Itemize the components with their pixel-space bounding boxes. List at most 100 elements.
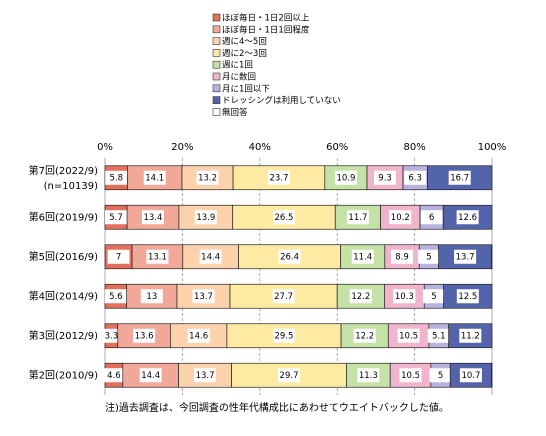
- legend-label: ほぼ毎日・1日1回程度: [222, 24, 310, 35]
- value-label-box: [459, 368, 482, 383]
- note: 注)過去調査は、今回調査の性年代構成比にあわせてウエイトバックした値。: [105, 401, 449, 414]
- value-label-box: [272, 289, 295, 304]
- legend-swatch: [212, 72, 221, 81]
- value-label: 14.4: [201, 252, 220, 262]
- value-label-box: [272, 210, 295, 225]
- legend-swatch: [212, 108, 221, 116]
- value-label: 11.2: [461, 331, 480, 341]
- value-label: 26.5: [275, 213, 294, 223]
- value-label-box: [456, 289, 479, 304]
- value-label: 26.4: [280, 252, 299, 262]
- value-label-box: [267, 170, 290, 185]
- value-label-box: [417, 249, 440, 264]
- value-label: 11.4: [353, 252, 372, 262]
- value-label-box: [143, 170, 166, 185]
- value-label-box: [272, 328, 295, 343]
- value-label-box: [454, 249, 477, 264]
- value-label-box: [353, 328, 376, 343]
- value-label-box: [192, 289, 215, 304]
- value-label: 10.3: [395, 292, 414, 302]
- value-label-box: [389, 210, 412, 225]
- value-label-box: [133, 328, 156, 343]
- value-label-box: [104, 289, 127, 304]
- value-label: 13.1: [148, 252, 167, 262]
- value-label-box: [107, 249, 130, 264]
- y-tick-label: 第7回(2022/9): [29, 164, 98, 177]
- value-label-box: [351, 249, 374, 264]
- value-label-box: [278, 249, 301, 264]
- value-label: 3.3: [105, 331, 119, 341]
- value-label: 14.4: [141, 371, 160, 381]
- value-label: 14.1: [145, 173, 164, 183]
- value-label: 12.2: [351, 292, 370, 302]
- legend-swatch: [212, 96, 221, 104]
- value-label: 5: [438, 371, 443, 381]
- value-label: 6.3: [408, 173, 422, 183]
- legend-label: ほぼ毎日・1日2回以上: [222, 13, 310, 24]
- legend-label: 週に2～3回: [222, 49, 267, 59]
- value-label: 10.9: [336, 173, 355, 183]
- value-label-box: [420, 210, 443, 225]
- legend-label: ドレッシングは利用していない: [222, 95, 341, 106]
- value-label-box: [196, 170, 219, 185]
- x-tick-label: 60%: [326, 142, 348, 153]
- y-tick-label: 第2回(2010/9): [29, 368, 98, 381]
- x-tick-label: 80%: [403, 142, 425, 153]
- y-tick-label: 第4回(2014/9): [29, 289, 98, 302]
- value-label: 5.7: [109, 213, 123, 223]
- value-label: 13.4: [144, 213, 163, 223]
- value-label-box: [404, 170, 427, 185]
- y-tick-label: 第3回(2012/9): [29, 329, 98, 342]
- value-label-box: [105, 170, 128, 185]
- value-label-box: [422, 289, 445, 304]
- value-label-box: [459, 328, 482, 343]
- bar-segment: [443, 283, 493, 309]
- value-label-box: [146, 249, 169, 264]
- value-label: 8.9: [395, 252, 409, 262]
- value-label-box: [194, 368, 217, 383]
- value-label-box: [427, 328, 450, 343]
- value-label: 13.2: [198, 173, 217, 183]
- legend-label: 月に数回: [222, 72, 256, 83]
- value-label: 5.8: [109, 173, 123, 183]
- value-label: 9.3: [378, 173, 392, 183]
- bar-segment: [336, 283, 385, 309]
- legend-swatch: [212, 25, 221, 34]
- value-label: 13.7: [456, 252, 475, 262]
- value-label: 11.3: [359, 371, 378, 381]
- value-label-box: [391, 249, 414, 264]
- legend-label: 週に1回: [222, 61, 253, 71]
- value-label: 29.5: [275, 331, 294, 341]
- value-label: 16.7: [450, 173, 469, 183]
- legend-label: 無回答: [222, 107, 248, 118]
- value-label: 5: [426, 252, 431, 262]
- x-tick-label: 40%: [249, 142, 271, 153]
- value-label-box: [429, 368, 452, 383]
- value-label-box: [393, 289, 416, 304]
- value-label-box: [456, 210, 479, 225]
- value-label-box: [448, 170, 471, 185]
- value-label: 10.2: [391, 213, 410, 223]
- value-label: 12.6: [458, 213, 477, 223]
- value-label: 5: [431, 292, 436, 302]
- bar-segment: [340, 244, 386, 270]
- value-label-box: [187, 328, 210, 343]
- value-label: 12.2: [355, 331, 374, 341]
- value-label: 6: [429, 213, 434, 223]
- value-label: 10.7: [461, 371, 480, 381]
- value-label-box: [139, 368, 162, 383]
- value-label: 11.7: [348, 213, 367, 223]
- value-label: 23.7: [269, 173, 288, 183]
- value-label-box: [349, 289, 372, 304]
- value-label: 7: [116, 252, 121, 262]
- legend-label: 週に4～5回: [222, 37, 267, 47]
- value-label-box: [140, 289, 163, 304]
- value-label: 13.7: [194, 292, 213, 302]
- value-label: 14.6: [189, 331, 208, 341]
- value-label-box: [105, 210, 128, 225]
- value-label-box: [194, 210, 217, 225]
- value-label-box: [278, 368, 301, 383]
- value-label: 5.6: [109, 292, 123, 302]
- x-tick-label: 100%: [478, 142, 507, 153]
